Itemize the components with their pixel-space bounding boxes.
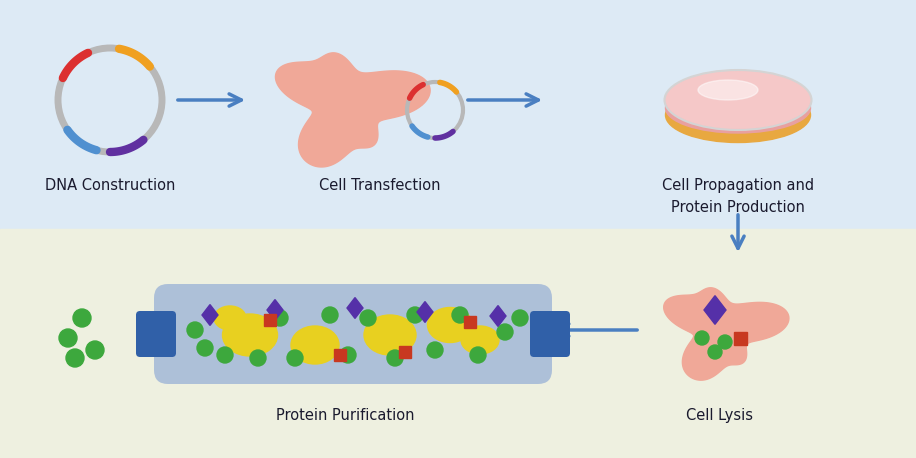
Ellipse shape [291,326,339,364]
Circle shape [187,322,203,338]
Circle shape [360,310,376,326]
Circle shape [59,329,77,347]
FancyBboxPatch shape [154,284,552,384]
Circle shape [217,347,233,363]
Ellipse shape [364,315,416,355]
Text: Cell Propagation and
Protein Production: Cell Propagation and Protein Production [662,178,814,215]
Ellipse shape [428,307,473,343]
Circle shape [387,350,403,366]
Circle shape [287,350,303,366]
Circle shape [695,331,709,345]
Circle shape [497,324,513,340]
Circle shape [250,350,266,366]
Polygon shape [417,302,433,322]
Bar [264,314,276,326]
Circle shape [427,342,443,358]
Polygon shape [276,53,431,167]
Polygon shape [347,298,363,318]
Circle shape [452,307,468,323]
Polygon shape [267,300,283,321]
Ellipse shape [666,71,811,129]
Bar [0,229,916,458]
Text: DNA Construction: DNA Construction [45,178,175,193]
Circle shape [512,310,528,326]
Bar [734,332,747,345]
Polygon shape [704,296,726,324]
Circle shape [322,307,338,323]
Bar [334,349,346,361]
Ellipse shape [666,83,811,133]
Polygon shape [664,288,789,380]
Ellipse shape [214,306,246,330]
Circle shape [340,347,356,363]
Circle shape [708,345,722,359]
FancyBboxPatch shape [136,311,176,357]
Polygon shape [202,305,218,325]
Circle shape [272,310,288,326]
Circle shape [718,335,732,349]
Circle shape [470,347,486,363]
Text: Cell Transfection: Cell Transfection [320,178,441,193]
Ellipse shape [698,80,758,100]
Text: Protein Purification: Protein Purification [276,408,414,423]
Polygon shape [490,305,506,327]
Ellipse shape [666,87,811,142]
Circle shape [86,341,104,359]
Ellipse shape [223,314,278,356]
Text: Cell Lysis: Cell Lysis [686,408,754,423]
Circle shape [66,349,84,367]
FancyBboxPatch shape [530,311,570,357]
Bar [0,0,916,229]
Bar [464,316,476,328]
Ellipse shape [461,326,499,354]
Circle shape [73,309,91,327]
Circle shape [407,307,423,323]
Bar [399,346,411,358]
Circle shape [197,340,213,356]
